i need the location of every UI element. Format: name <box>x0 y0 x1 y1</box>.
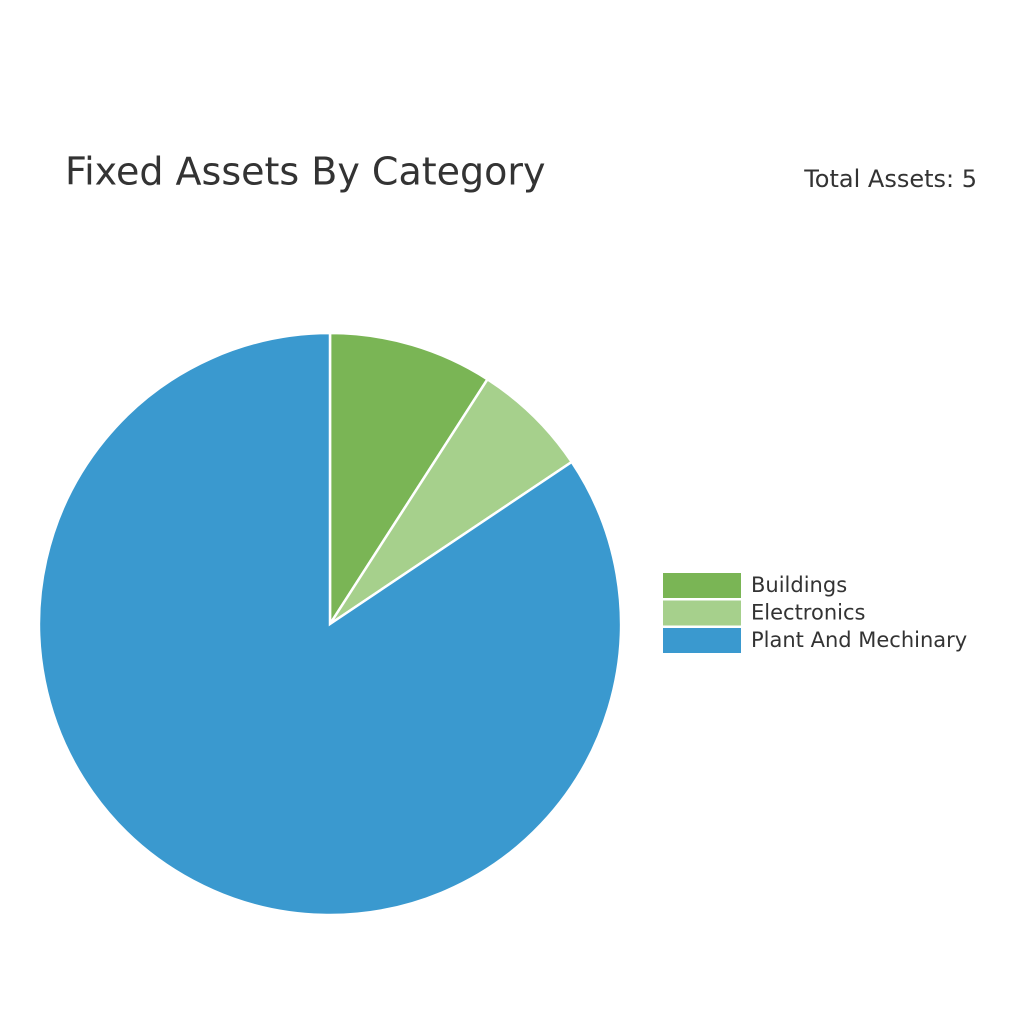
legend-swatch <box>663 628 741 653</box>
chart-title: Fixed Assets By Category <box>65 150 546 194</box>
pie-slice <box>328 377 574 626</box>
pie-slice <box>328 331 490 629</box>
legend-label: Electronics <box>751 601 865 625</box>
total-assets: Total Assets: 5 <box>803 165 977 193</box>
legend-swatch <box>663 600 741 626</box>
pie-slice <box>37 331 623 917</box>
legend-label: Buildings <box>751 573 847 597</box>
legend-label: Plant And Mechinary <box>751 628 967 652</box>
legend-swatch <box>663 573 741 598</box>
